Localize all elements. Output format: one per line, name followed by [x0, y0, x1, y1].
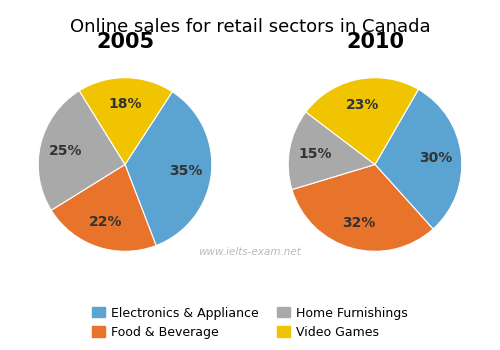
- Wedge shape: [306, 78, 418, 164]
- Text: 18%: 18%: [109, 97, 142, 111]
- Text: 25%: 25%: [49, 144, 82, 158]
- Text: 23%: 23%: [346, 98, 380, 112]
- Wedge shape: [375, 89, 462, 229]
- Title: 2010: 2010: [346, 32, 404, 52]
- Text: 15%: 15%: [298, 147, 332, 161]
- Text: Online sales for retail sectors in Canada: Online sales for retail sectors in Canad…: [70, 18, 430, 35]
- Wedge shape: [125, 92, 212, 246]
- Wedge shape: [51, 164, 156, 251]
- Wedge shape: [38, 91, 125, 210]
- Text: 30%: 30%: [419, 151, 452, 165]
- Wedge shape: [292, 164, 433, 251]
- Text: 35%: 35%: [168, 164, 202, 178]
- Text: 22%: 22%: [89, 215, 122, 229]
- Wedge shape: [288, 112, 375, 190]
- Wedge shape: [80, 78, 172, 164]
- Text: 32%: 32%: [342, 216, 376, 230]
- Title: 2005: 2005: [96, 32, 154, 52]
- Legend: Electronics & Appliance, Food & Beverage, Home Furnishings, Video Games: Electronics & Appliance, Food & Beverage…: [87, 301, 413, 344]
- Text: www.ielts-exam.net: www.ielts-exam.net: [198, 247, 302, 257]
